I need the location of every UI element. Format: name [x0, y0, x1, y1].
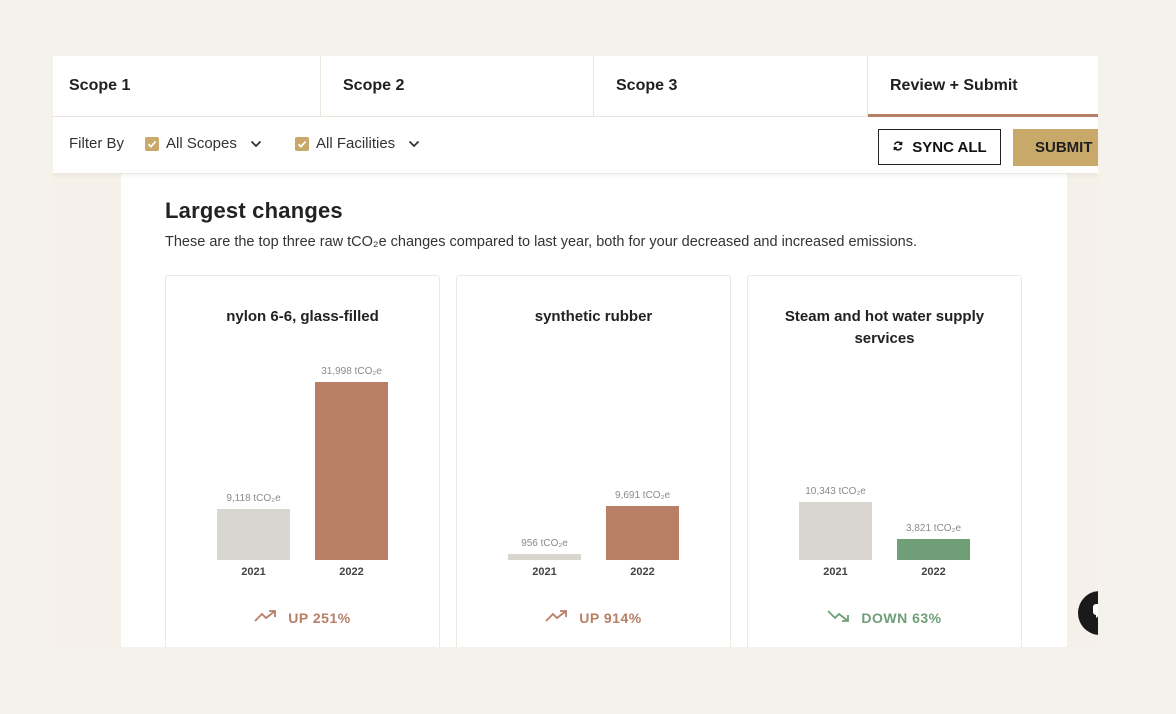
facilities-filter-dropdown[interactable]: All Facilities — [295, 135, 420, 152]
app-window: Scope 1 Scope 2 Scope 3 Review + Submit … — [53, 56, 1098, 647]
bar-2021 — [217, 509, 290, 560]
tab-scope-1[interactable]: Scope 1 — [53, 56, 321, 116]
check-icon — [147, 140, 157, 148]
section-description: These are the top three raw tCO₂e change… — [165, 234, 917, 250]
year-label: 2021 — [532, 566, 557, 578]
scopes-checkbox[interactable] — [145, 136, 159, 151]
change-indicator: UP 251% — [166, 609, 439, 626]
filter-bar: Filter By All Scopes All Facilities SYN — [53, 117, 1098, 173]
bar-value-label: 9,118 tCO₂e — [226, 493, 281, 505]
trend-up-icon — [545, 609, 569, 626]
panel-title: Steam and hot water supply services — [784, 308, 985, 347]
year-label: 2021 — [823, 566, 848, 578]
submit-button[interactable]: SUBMIT — [1013, 129, 1098, 166]
bar-value-label: 956 tCO₂e — [521, 538, 568, 549]
scopes-filter-dropdown[interactable]: All Scopes — [145, 135, 262, 152]
scopes-filter-label: All Scopes — [166, 135, 237, 152]
facilities-filter-label: All Facilities — [316, 135, 396, 152]
chat-icon — [1091, 602, 1098, 625]
largest-changes-card: Largest changes These are the top three … — [121, 174, 1067, 647]
bar-value-label: 31,998 tCO₂e — [321, 366, 382, 377]
bar-value-label: 10,343 tCO₂e — [805, 486, 866, 498]
chat-launcher-button[interactable] — [1078, 591, 1098, 635]
bar-2022 — [606, 506, 679, 560]
scope-tabs: Scope 1 Scope 2 Scope 3 Review + Submit — [53, 56, 1098, 117]
change-indicator: DOWN 63% — [748, 609, 1021, 626]
section-title: Largest changes — [165, 198, 343, 223]
tab-label: Scope 2 — [343, 77, 405, 94]
tab-review-submit[interactable]: Review + Submit — [868, 56, 1098, 117]
sync-all-button[interactable]: SYNC ALL — [878, 129, 1001, 165]
trend-up-icon — [254, 609, 278, 626]
sync-icon — [892, 139, 904, 156]
bar-value-label: 3,821 tCO₂e — [905, 522, 962, 534]
check-icon — [297, 140, 307, 148]
change-panel: nylon 6-6, glass-filled 9,118 tCO₂e 2021 31… — [165, 275, 440, 647]
facilities-checkbox[interactable] — [295, 136, 309, 151]
bar-value-label: 9,691 tCO₂e — [614, 490, 671, 502]
tab-label: Scope 1 — [69, 77, 131, 94]
chevron-down-icon — [250, 140, 262, 148]
bar-2022 — [315, 382, 388, 560]
year-label: 2022 — [921, 566, 946, 578]
change-label: DOWN 63% — [861, 609, 942, 626]
sync-all-label: SYNC ALL — [912, 138, 987, 156]
change-panel: synthetic rubber 956 tCO₂e 2021 9,691 tCO₂e… — [456, 275, 731, 647]
bar-2022 — [897, 538, 970, 560]
change-label: UP 914% — [579, 609, 642, 626]
change-indicator: UP 914% — [457, 609, 730, 626]
submit-label: SUBMIT — [1035, 139, 1093, 156]
change-panel: Steam and hot water supply services 10,34… — [747, 275, 1022, 647]
bar-2021 — [799, 502, 872, 560]
panel-title: synthetic rubber — [534, 308, 653, 325]
year-label: 2022 — [630, 566, 655, 578]
tab-scope-2[interactable]: Scope 2 — [321, 56, 594, 116]
tab-label: Scope 3 — [616, 77, 678, 94]
year-label: 2021 — [241, 566, 266, 578]
chevron-down-icon — [408, 140, 420, 148]
year-label: 2022 — [339, 566, 364, 578]
bar-2021 — [508, 554, 581, 560]
tab-scope-3[interactable]: Scope 3 — [594, 56, 868, 116]
change-label: UP 251% — [288, 609, 351, 626]
panel-title: nylon 6-6, glass-filled — [226, 308, 379, 325]
trend-down-icon — [827, 609, 851, 626]
tab-label: Review + Submit — [890, 77, 1018, 94]
filter-label: Filter By — [69, 135, 125, 152]
